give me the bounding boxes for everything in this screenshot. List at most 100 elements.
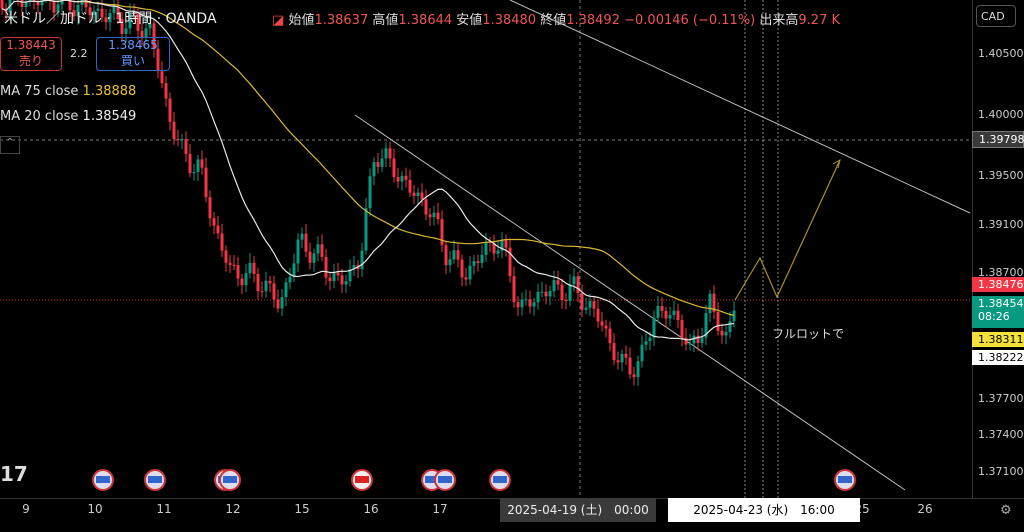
candle	[56, 4, 60, 13]
candle	[188, 153, 192, 173]
candle	[532, 302, 536, 307]
candle	[476, 261, 480, 264]
candle	[196, 159, 200, 172]
candle	[428, 214, 432, 218]
candle	[716, 311, 720, 331]
candle	[684, 337, 688, 345]
candle	[456, 250, 460, 260]
candle	[176, 139, 180, 141]
candle	[624, 353, 628, 358]
candle	[712, 293, 716, 312]
candle	[436, 212, 440, 220]
buy-button[interactable]: 1.38465 買い	[96, 37, 170, 71]
candle	[136, 14, 140, 31]
candle	[160, 71, 164, 84]
candle	[592, 301, 596, 309]
ohlc-value: 1.38637	[314, 13, 369, 28]
annotation: フルロットで	[772, 327, 845, 341]
flag-stripe	[838, 476, 852, 483]
flag-stripe	[438, 476, 452, 483]
buy-price: 1.38465	[108, 38, 158, 52]
indicator-value: 1.38888	[82, 84, 137, 99]
candle	[324, 256, 328, 278]
candle	[724, 332, 728, 336]
candle	[224, 250, 228, 263]
ohlc-label: 終値	[540, 13, 567, 28]
flag-stripe	[493, 476, 507, 483]
candle	[328, 277, 332, 282]
candle	[364, 208, 368, 251]
flag-stripe	[425, 476, 439, 483]
candle	[256, 273, 260, 292]
candle	[604, 325, 608, 329]
candle	[500, 239, 504, 251]
candle	[600, 321, 604, 326]
candle	[444, 245, 448, 266]
candle	[92, 10, 96, 16]
candle	[288, 276, 292, 283]
candle	[640, 344, 644, 362]
candle	[184, 139, 188, 154]
candle	[588, 301, 592, 308]
candle	[440, 219, 444, 246]
candle	[556, 280, 560, 285]
candle	[628, 357, 632, 375]
indicator-name: MA 20 close	[0, 109, 79, 124]
candle	[612, 343, 616, 361]
candle	[76, 4, 80, 17]
candle	[408, 179, 412, 193]
trend-line	[509, 0, 971, 214]
candle	[20, 0, 24, 8]
candle	[616, 360, 620, 363]
candle	[268, 280, 272, 284]
flag-stripe	[96, 476, 110, 483]
candle	[148, 23, 152, 29]
candle	[644, 341, 648, 345]
candle	[688, 343, 692, 345]
candle	[368, 176, 372, 209]
buy-label: 買い	[120, 54, 145, 68]
candle	[596, 308, 600, 322]
price-label: 1.37100	[978, 465, 1024, 478]
candle	[332, 272, 336, 282]
price-label: 1.37700	[978, 392, 1024, 405]
candle	[452, 250, 456, 260]
candle	[264, 280, 268, 292]
selected-time: 2025-04-23 (水) 16:00	[668, 498, 860, 522]
candle	[336, 272, 340, 276]
candle	[448, 259, 452, 266]
currency[interactable]: CAD	[976, 5, 1016, 27]
candle	[608, 328, 612, 344]
candle	[560, 284, 564, 300]
candle	[200, 159, 204, 168]
candle	[68, 0, 72, 11]
candle	[504, 239, 508, 248]
candle	[308, 251, 312, 263]
ma20-line	[1, 0, 735, 341]
candle	[212, 218, 216, 226]
candle	[680, 320, 684, 338]
candle	[632, 374, 636, 378]
candle	[240, 278, 244, 286]
candle	[0, 0, 4, 9]
sell-button[interactable]: 1.38443 売り	[0, 37, 62, 71]
sell-price: 1.38443	[6, 38, 56, 52]
candle	[84, 0, 88, 8]
candle	[620, 353, 624, 363]
candle	[564, 299, 568, 301]
candle	[236, 265, 240, 279]
candle	[292, 263, 296, 277]
settings-icon[interactable]: ⚙	[1000, 503, 1012, 518]
collapse-button[interactable]: ⌃	[0, 136, 20, 154]
candle	[340, 275, 344, 285]
last-price: 1.38476	[972, 277, 1024, 292]
candle	[300, 233, 304, 240]
candle	[484, 241, 488, 255]
candle	[32, 0, 36, 2]
flag-stripe	[148, 476, 162, 483]
candle	[164, 83, 168, 99]
candle	[700, 337, 704, 343]
indicator: MA 75 close 1.38888	[0, 84, 136, 99]
candle	[708, 293, 712, 314]
ma20-price: 1.38222	[972, 350, 1024, 365]
